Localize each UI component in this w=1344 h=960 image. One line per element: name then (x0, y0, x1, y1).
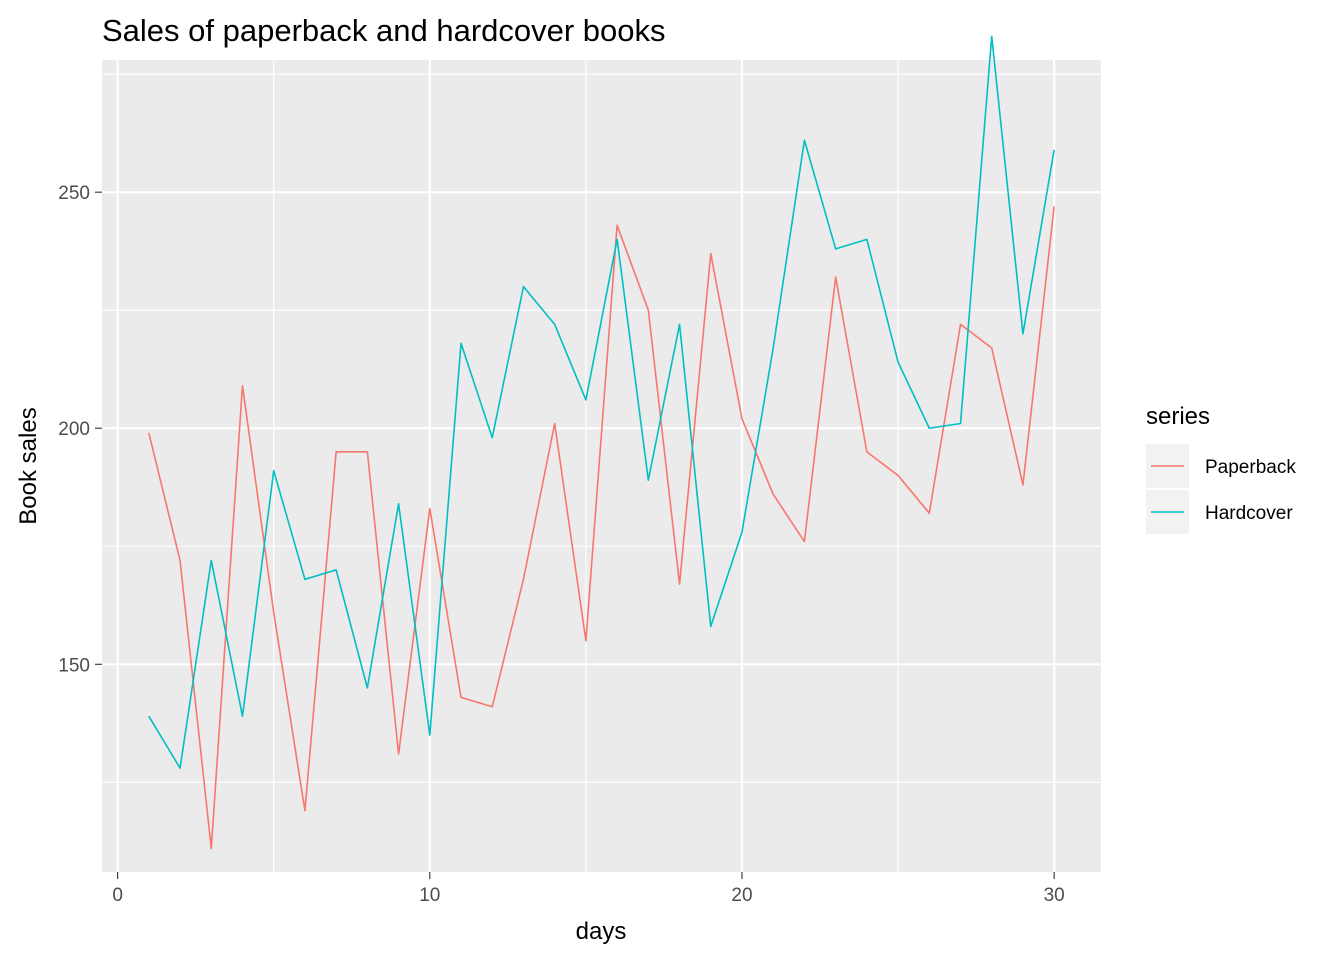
y-tick-label: 250 (58, 183, 90, 204)
chart-title: Sales of paperback and hardcover books (102, 13, 666, 48)
legend: series Paperback Hardcover (1146, 403, 1296, 534)
series-line-hardcover (148, 35, 1055, 769)
legend-label-hardcover: Hardcover (1205, 503, 1293, 524)
plot-panel (102, 60, 1101, 872)
x-axis-ticks: 0 10 20 30 (112, 872, 1065, 906)
x-tick-label: 10 (419, 885, 440, 906)
legend-title: series (1146, 403, 1210, 430)
y-tick-label: 150 (58, 655, 90, 676)
series-lines (148, 35, 1055, 850)
legend-label-paperback: Paperback (1205, 457, 1296, 478)
x-tick-label: 0 (112, 885, 123, 906)
y-axis-title: Book sales (15, 407, 42, 524)
series-line-paperback (148, 206, 1055, 850)
x-tick-label: 20 (731, 885, 752, 906)
y-tick-label: 200 (58, 419, 90, 440)
x-axis-title: days (576, 918, 627, 945)
x-tick-label: 30 (1044, 885, 1065, 906)
y-axis-ticks: 150 200 250 (58, 183, 102, 676)
